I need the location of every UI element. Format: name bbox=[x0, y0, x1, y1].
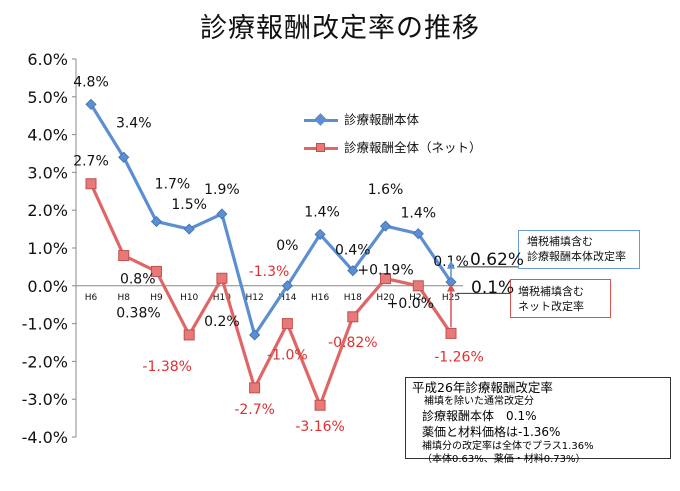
x-tick-label: H9 bbox=[150, 293, 163, 303]
callout-blue-value: 0.62% bbox=[470, 250, 525, 270]
y-tick-label: 1.0% bbox=[27, 239, 68, 258]
data-point-main bbox=[183, 223, 195, 235]
diamond-marker-icon bbox=[314, 113, 327, 126]
callout-blue-line2: 診療報酬本体改定率 bbox=[527, 250, 626, 263]
data-label-main: 1.5% bbox=[171, 197, 207, 213]
data-labels: 4.8% 3.4% 1.7% 1.5%1.9% 0% 1.4% 0.4% 1.6% 1.4% 0.… bbox=[73, 74, 520, 435]
arrow-head-main bbox=[447, 260, 455, 269]
note-line-2: 診療報酬本体 0.1% bbox=[422, 409, 537, 423]
data-label-net: 0.2% bbox=[204, 314, 240, 330]
data-point-main bbox=[281, 280, 293, 292]
data-point-net bbox=[183, 329, 195, 341]
data-label-main: 1.7% bbox=[155, 177, 191, 193]
data-point-net bbox=[380, 273, 392, 285]
y-tick-label: -4.0% bbox=[22, 428, 68, 447]
x-tick-label: H24 bbox=[409, 293, 427, 303]
y-tick-label: 6.0% bbox=[27, 50, 68, 69]
x-tick-label: H16 bbox=[311, 293, 329, 303]
legend-item-main: 診療報酬本体 bbox=[302, 106, 482, 134]
data-label-net: +0.0% bbox=[387, 296, 434, 312]
data-point-net bbox=[216, 272, 228, 284]
data-label-main: 1.4% bbox=[400, 206, 436, 222]
data-label-net: -1.38% bbox=[142, 359, 192, 375]
data-label-net: 0.8% bbox=[120, 272, 156, 288]
callout-main-with-tax: 増税補填含む 診療報酬本体改定率 bbox=[518, 230, 640, 269]
data-point-main bbox=[412, 228, 424, 240]
chart-title: 診療報酬改定率の推移 bbox=[200, 13, 480, 44]
x-tick-label: H10 bbox=[180, 293, 198, 303]
data-point-net bbox=[347, 311, 359, 323]
callout-net-with-tax: 増税補填含む ネット改定率 bbox=[510, 279, 611, 318]
y-tick-label: 0.0% bbox=[27, 277, 68, 296]
data-point-net bbox=[249, 382, 261, 394]
data-point-main bbox=[347, 265, 359, 277]
data-label-net: -3.16% bbox=[295, 419, 345, 435]
x-tick-label: H12 bbox=[246, 293, 264, 303]
data-label-net: +0.19% bbox=[357, 263, 413, 279]
legend-label-net: 診療報酬全体（ネット） bbox=[344, 140, 482, 155]
data-point-net bbox=[281, 318, 293, 330]
data-label-net: 0.38% bbox=[116, 305, 160, 321]
data-label-net: -1.26% bbox=[434, 349, 484, 365]
legend-item-net: 診療報酬全体（ネット） bbox=[302, 134, 482, 162]
data-point-main bbox=[85, 98, 97, 110]
data-label-main: 1.9% bbox=[204, 182, 240, 198]
data-point-main bbox=[150, 215, 163, 228]
data-label-main: 1.6% bbox=[368, 182, 404, 198]
data-point-net bbox=[445, 327, 457, 339]
series-line-0 bbox=[89, 103, 453, 337]
x-tick-label: H14 bbox=[278, 293, 296, 303]
data-point-net bbox=[314, 399, 326, 411]
y-tick-labels: 6.0% 5.0% 4.0% 3.0% 2.0% 1.0% 0.0% -1.0% -2.0% -3… bbox=[22, 50, 76, 447]
x-category-labels: H6H8H9H10H10H12H14H16H18H20H24H25 bbox=[85, 293, 460, 303]
data-point-net bbox=[85, 178, 97, 190]
x-tick-label: H18 bbox=[344, 293, 362, 303]
data-label-main: 0% bbox=[276, 238, 298, 254]
x-tick-label: H20 bbox=[376, 293, 394, 303]
data-point-main bbox=[249, 329, 261, 341]
callout-red-line1: 増税補填含む bbox=[518, 285, 584, 298]
data-label-main: 0.4% bbox=[335, 243, 371, 259]
legend: 診療報酬本体 診療報酬全体（ネット） bbox=[302, 106, 482, 162]
data-label-main: 3.4% bbox=[116, 115, 152, 131]
y-tick-label: 3.0% bbox=[27, 163, 68, 182]
note-line-4: 補填分の改定率は全体でプラス1.36% bbox=[422, 441, 594, 452]
data-point-main bbox=[314, 228, 326, 240]
data-point-main bbox=[216, 208, 228, 220]
data-label-annotation: -1.3% bbox=[249, 264, 290, 280]
y-tick-label: 5.0% bbox=[27, 88, 68, 107]
callout-red-value: 0.1% bbox=[471, 278, 515, 298]
x-tick-label: H8 bbox=[117, 293, 130, 303]
square-marker-icon bbox=[316, 143, 325, 152]
data-point-net bbox=[118, 250, 130, 262]
y-tick-label: -2.0% bbox=[22, 352, 68, 371]
legend-label-main: 診療報酬本体 bbox=[344, 112, 420, 127]
data-label-net: -0.82% bbox=[328, 335, 378, 351]
data-point-main bbox=[118, 151, 130, 163]
y-tick-label: -1.0% bbox=[22, 315, 68, 334]
x-tick-label: H10 bbox=[213, 293, 231, 303]
data-point-net bbox=[150, 265, 162, 277]
data-label-main: 1.4% bbox=[304, 204, 340, 220]
x-tick-label: H6 bbox=[85, 293, 98, 303]
note-line-3: 薬価と材料価格は-1.36% bbox=[422, 425, 561, 439]
callout-blue-line1: 増税補填含む bbox=[527, 235, 593, 248]
callout-red-line2: ネット改定率 bbox=[518, 300, 584, 313]
series-lines bbox=[85, 98, 457, 411]
data-point-main bbox=[379, 220, 392, 232]
y-tick-label: 4.0% bbox=[27, 126, 68, 145]
data-label-net: -2.7% bbox=[234, 402, 275, 418]
arrow-head-net bbox=[447, 283, 455, 292]
data-label-net: -1.0% bbox=[267, 348, 308, 364]
y-tick-label: 2.0% bbox=[27, 201, 68, 220]
note-line-1: 補填を除いた通常改定分 bbox=[424, 396, 534, 407]
data-point-net bbox=[412, 280, 424, 292]
data-label-net: 2.7% bbox=[73, 154, 109, 170]
y-tick-label: -3.0% bbox=[22, 390, 68, 409]
note-box: 平成26年診療報酬改定率 補填を除いた通常改定分 診療報酬本体 0.1% 薬価と… bbox=[405, 377, 671, 465]
data-label-main: 4.8% bbox=[73, 74, 109, 90]
note-line-5: （本体0.63%、薬価・材料0.73%） bbox=[422, 454, 586, 465]
note-title: 平成26年診療報酬改定率 bbox=[412, 380, 553, 395]
